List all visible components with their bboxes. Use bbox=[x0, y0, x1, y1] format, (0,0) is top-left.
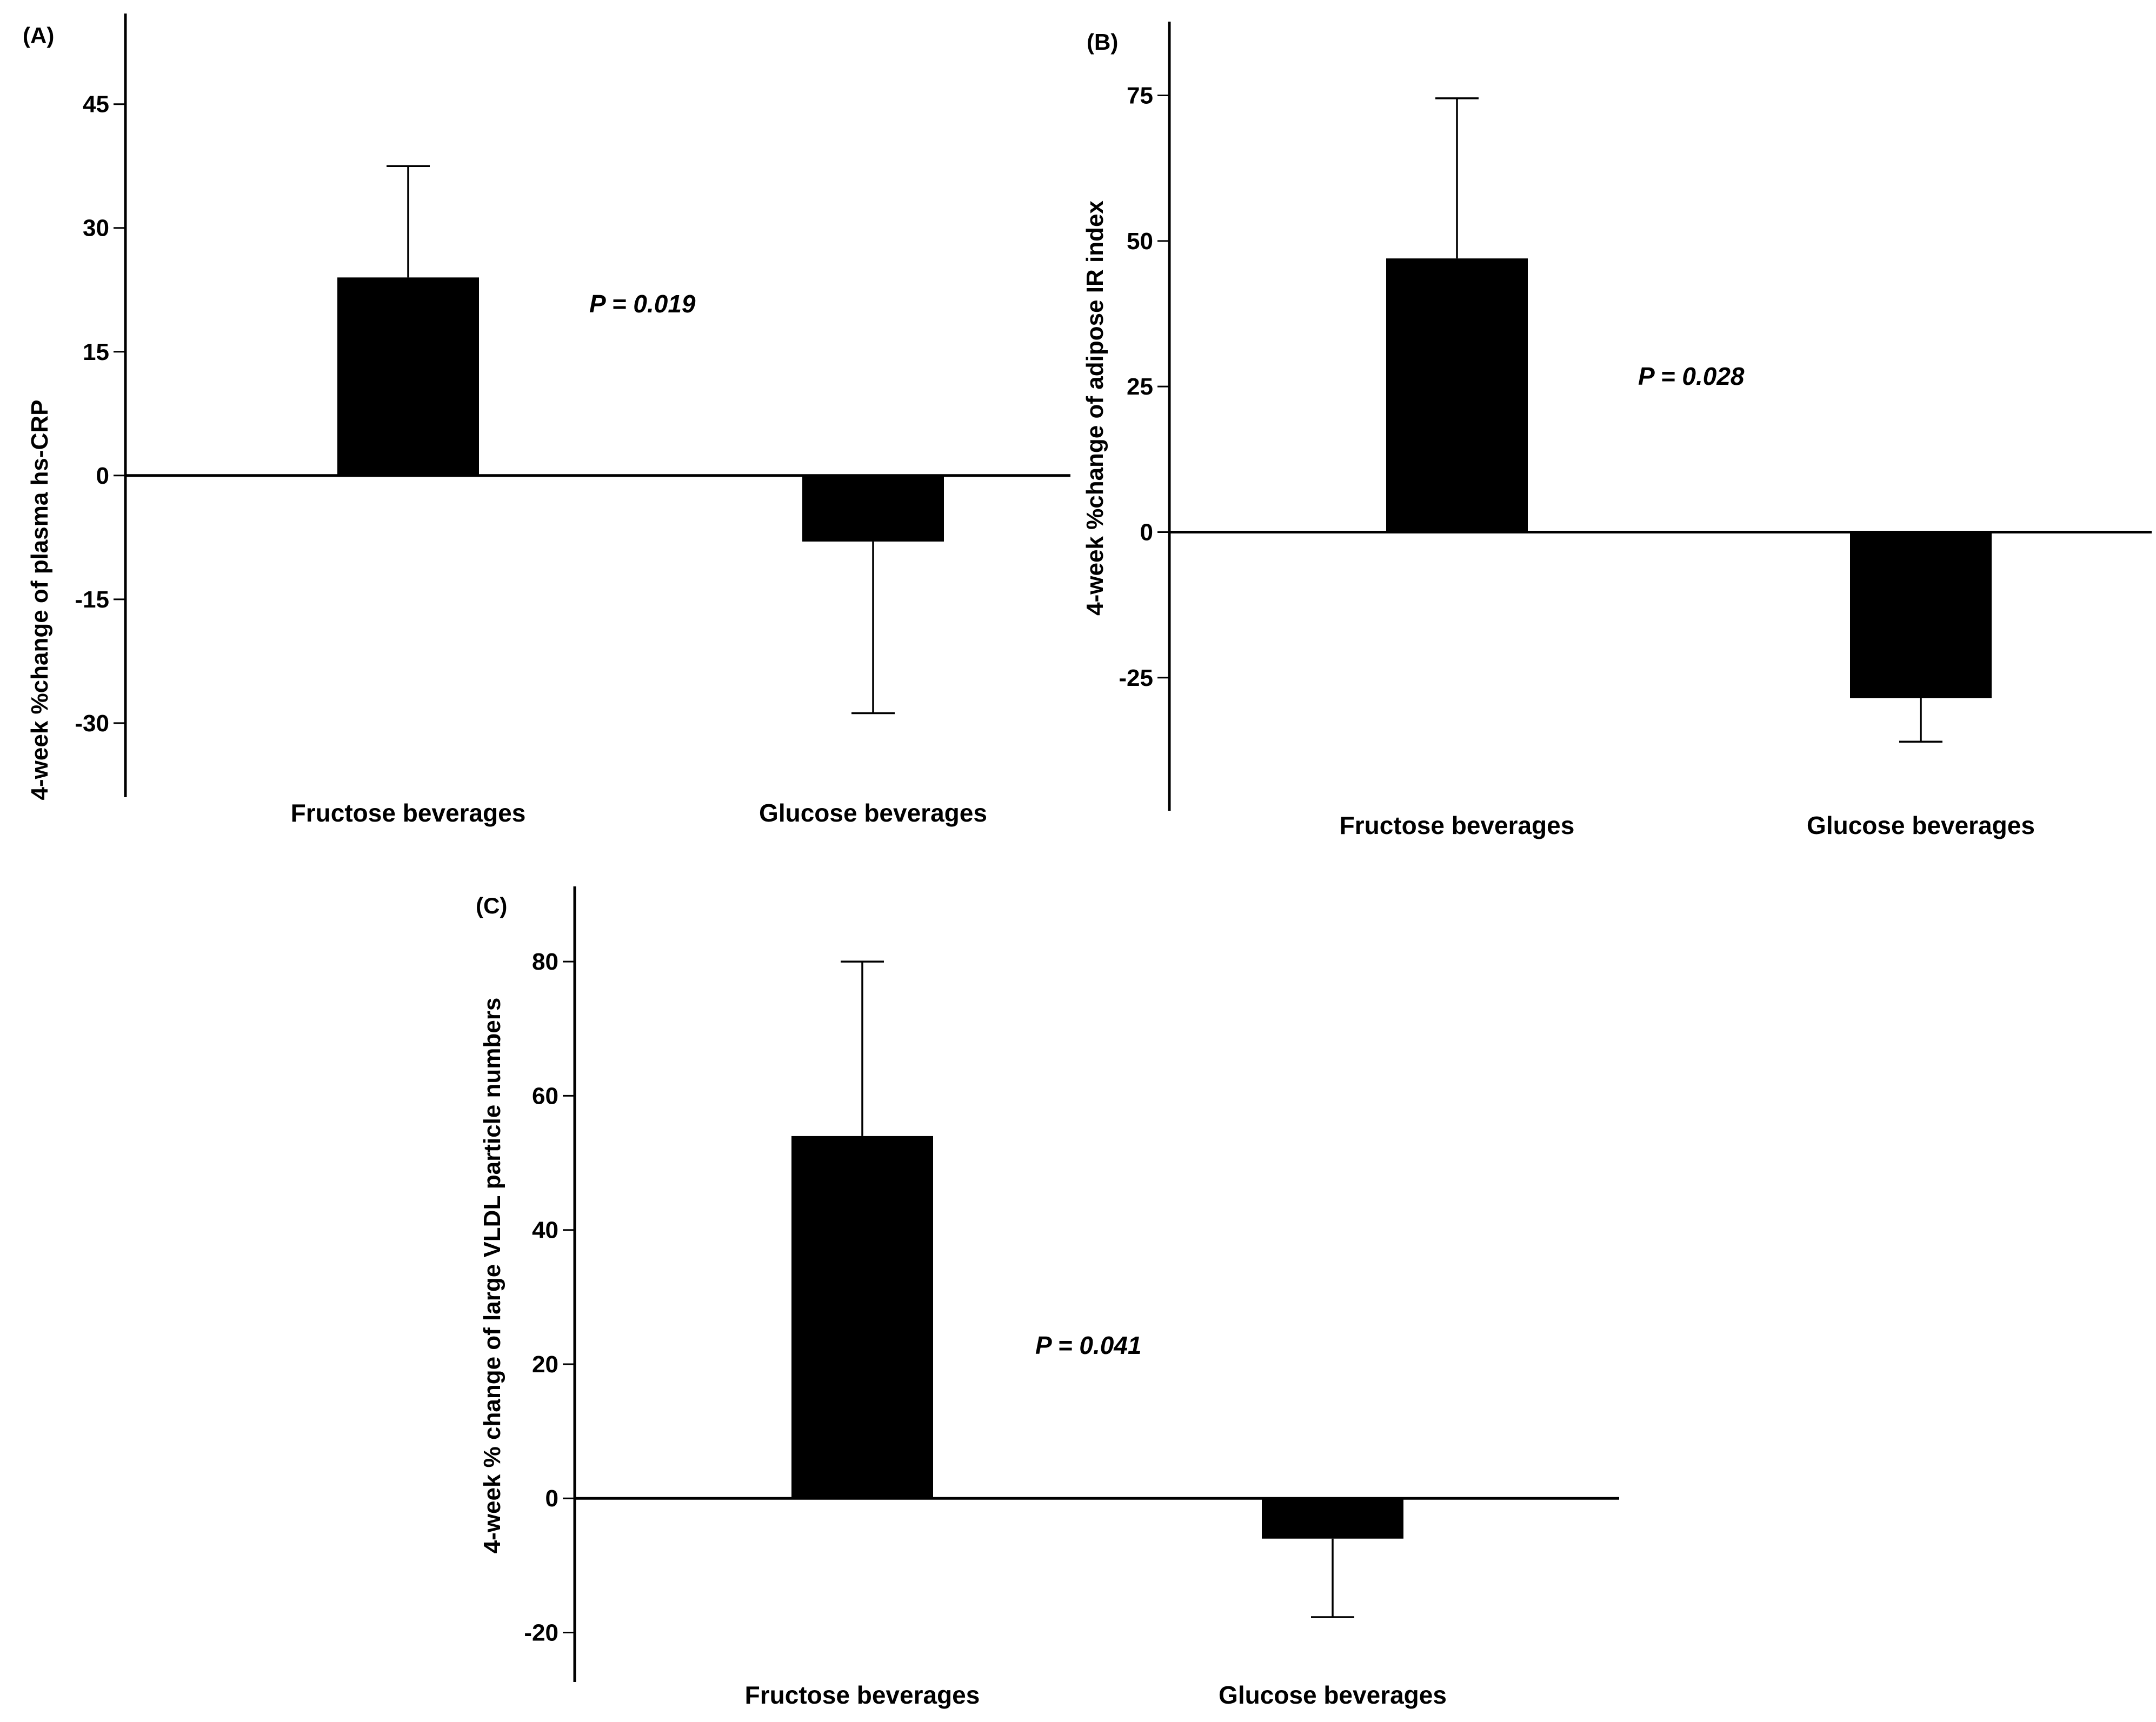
y-tick-label-b: 0 bbox=[1140, 519, 1153, 545]
y-tick-label-c: 40 bbox=[532, 1217, 558, 1244]
panel-label-c: (C) bbox=[476, 893, 507, 918]
category-label-fructose-c: Fructose beverages bbox=[745, 1681, 980, 1709]
p-value-a: P = 0.019 bbox=[589, 290, 696, 318]
y-tick-label-a: -15 bbox=[75, 586, 109, 613]
bar-fructose-b bbox=[1386, 258, 1528, 532]
y-ticks-a: 45 30 15 0 -15 -30 bbox=[75, 91, 125, 737]
y-axis-title-a: 4-week %change of plasma hs-CRP bbox=[26, 400, 53, 800]
y-tick-label-b: 25 bbox=[1127, 373, 1153, 400]
y-axis-title-c: 4-week % change of large VLDL particle n… bbox=[479, 998, 505, 1554]
bar-glucose-c bbox=[1262, 1498, 1403, 1539]
bar-glucose-b bbox=[1850, 532, 1992, 698]
y-ticks-c: 80 60 40 20 0 -20 bbox=[524, 949, 575, 1646]
y-ticks-b: 75 50 25 0 -25 bbox=[1119, 83, 1169, 691]
chart-panel-a: (A) 4-week %change of plasma hs-CRP 45 3… bbox=[23, 14, 1070, 827]
y-tick-label-c: 0 bbox=[545, 1485, 558, 1512]
y-tick-label-a: 45 bbox=[83, 91, 109, 118]
y-tick-label-c: 20 bbox=[532, 1351, 558, 1378]
category-label-glucose-a: Glucose beverages bbox=[759, 799, 987, 827]
y-tick-label-b: -25 bbox=[1119, 665, 1153, 691]
category-label-glucose-b: Glucose beverages bbox=[1807, 811, 2035, 839]
category-label-glucose-c: Glucose beverages bbox=[1219, 1681, 1447, 1709]
y-tick-label-c: -20 bbox=[524, 1620, 558, 1646]
p-value-c: P = 0.041 bbox=[1035, 1331, 1142, 1359]
category-label-fructose-a: Fructose beverages bbox=[291, 799, 526, 827]
panel-label-a: (A) bbox=[23, 23, 54, 48]
y-tick-label-c: 60 bbox=[532, 1083, 558, 1109]
y-tick-label-a: 15 bbox=[83, 339, 109, 365]
chart-panel-c: (C) 4-week % change of large VLDL partic… bbox=[476, 886, 1619, 1709]
y-axis-title-b: 4-week %change of adipose IR index bbox=[1082, 201, 1108, 616]
bar-fructose-a bbox=[337, 277, 479, 476]
y-tick-label-a: 0 bbox=[96, 463, 109, 489]
p-value-b: P = 0.028 bbox=[1638, 362, 1745, 390]
chart-panel-b: (B) 4-week %change of adipose IR index 7… bbox=[1082, 22, 2152, 839]
y-tick-label-a: 30 bbox=[83, 215, 109, 242]
category-label-fructose-b: Fructose beverages bbox=[1340, 811, 1575, 839]
bar-fructose-c bbox=[791, 1136, 933, 1499]
panel-label-b: (B) bbox=[1087, 29, 1118, 55]
y-tick-label-c: 80 bbox=[532, 949, 558, 975]
y-tick-label-a: -30 bbox=[75, 710, 109, 737]
bar-glucose-a bbox=[802, 475, 944, 542]
y-tick-label-b: 50 bbox=[1127, 228, 1153, 255]
y-tick-label-b: 75 bbox=[1127, 83, 1153, 109]
